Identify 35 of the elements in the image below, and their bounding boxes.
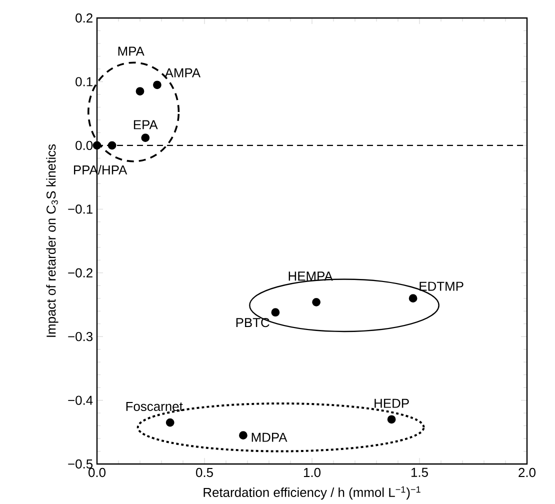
point	[141, 134, 150, 142]
annotation: MDPA	[252, 432, 288, 442]
point	[408, 294, 418, 303]
point	[153, 80, 162, 90]
annotation: HEMPA	[288, 272, 333, 281]
annotation: Foscarnet	[126, 402, 183, 411]
point	[387, 415, 396, 424]
y-tick-label: 0.2	[76, 13, 92, 23]
x-tick-label: 0.0	[88, 468, 106, 478]
y-axis-title: Impact of retarder on C$_{3}$S kinetics	[46, 144, 58, 337]
annotation: MPA	[118, 46, 144, 56]
x-tick-label: 2.0	[518, 468, 536, 478]
point	[312, 298, 320, 306]
annotation: EPA	[134, 120, 158, 130]
annotation: AMPA	[164, 68, 201, 78]
point	[239, 431, 248, 440]
point	[136, 87, 144, 96]
x-tick-label: 1.5	[411, 468, 428, 477]
y-tick-label: 0.0	[76, 140, 93, 150]
y-tick-label: −0.2	[68, 268, 92, 278]
y-tick-label: −0.4	[68, 396, 93, 405]
y-tick-label: 0.1	[76, 77, 92, 86]
annotation: HEDP	[374, 398, 409, 408]
y-tick-label: −0.1	[68, 204, 92, 214]
y-tick-label: −0.3	[68, 332, 93, 342]
point	[108, 141, 116, 150]
point	[92, 141, 102, 150]
x-tick-label: 1.0	[304, 468, 321, 478]
annotation: EDTMP	[420, 282, 464, 291]
point	[271, 308, 280, 317]
x-axis-title: Retardation efficiency / h (mmol L$^{−1}$)$^{−1}$	[204, 486, 420, 500]
x-tick-label: 0.5	[196, 468, 213, 478]
annotation: PBTC	[236, 318, 270, 328]
y-tick-label: −0.5	[68, 459, 93, 469]
point	[166, 418, 174, 427]
